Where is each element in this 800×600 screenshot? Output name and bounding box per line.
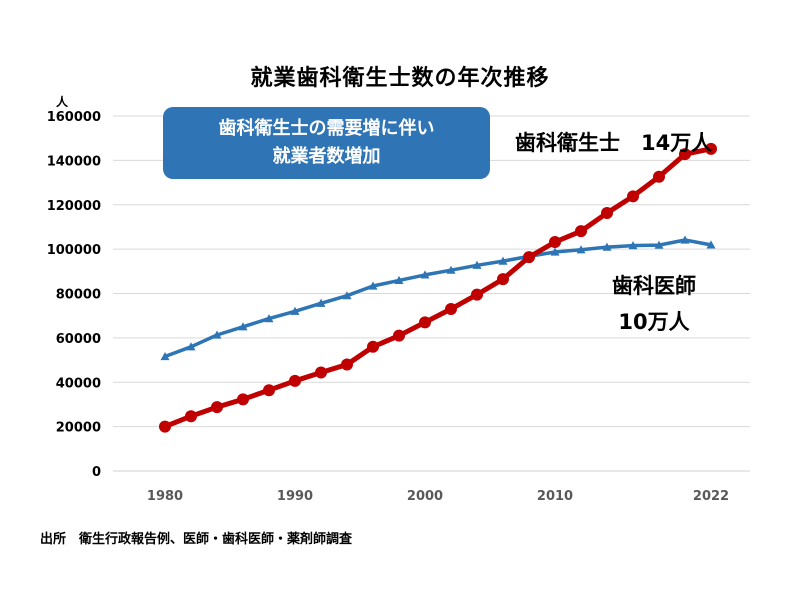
dentist-line <box>163 238 713 359</box>
dentist-point <box>238 322 248 331</box>
dentist-point <box>602 242 612 251</box>
y-tick-label: 100000 <box>47 243 101 258</box>
y-tick-label: 160000 <box>47 110 101 125</box>
x-tick-label: 1990 <box>277 489 313 504</box>
dentist-label-line-2: 10万人 <box>618 310 690 334</box>
callout-line-1: 歯科衛生士の需要増に伴い <box>218 118 435 139</box>
hygienist-point <box>497 273 509 286</box>
hygienist-point <box>367 340 379 353</box>
hygienist-point <box>237 393 249 406</box>
dentist-point <box>342 291 352 300</box>
dentist-point <box>550 247 560 256</box>
y-tick-label: 80000 <box>56 288 101 303</box>
chart-title: 就業歯科衛生士数の年次推移 <box>250 66 550 91</box>
hygienist-point <box>445 303 457 316</box>
dentist-point <box>654 240 664 249</box>
dentist-point <box>446 265 456 274</box>
hygienist-point <box>523 251 535 264</box>
dentist-point <box>576 245 586 254</box>
dentist-point <box>628 241 638 250</box>
series-lines <box>159 142 717 433</box>
dentist-point <box>212 330 222 339</box>
hygienist-point <box>679 148 691 161</box>
hygienist-point <box>627 190 639 203</box>
hygienist-point <box>419 316 431 329</box>
hygienist-point <box>601 206 613 219</box>
dentist-point <box>420 270 430 279</box>
y-tick-label: 140000 <box>47 154 101 169</box>
hygienist-point <box>393 329 405 342</box>
y-tick-label: 60000 <box>56 332 101 347</box>
hygienist-point <box>549 236 561 249</box>
hygienist-point <box>575 225 587 238</box>
hygienist-point <box>159 420 171 433</box>
dentist-label: 歯科医師 10万人 <box>612 268 696 340</box>
y-tick-label: 0 <box>92 465 101 480</box>
y-axis-ticks: 0 20000 40000 60000 80000 100000 120000 140000 1… <box>47 110 101 480</box>
dentist-point <box>472 260 482 269</box>
dentist-point <box>186 342 196 351</box>
callout-line-2: 就業者数増加 <box>272 146 381 167</box>
hygienist-point <box>341 358 353 371</box>
hygienist-point <box>315 366 327 379</box>
dentist-point <box>498 256 508 265</box>
dentist-point <box>680 235 690 244</box>
x-tick-label: 2000 <box>407 489 443 504</box>
dentist-point <box>290 306 300 315</box>
dentist-point <box>706 240 716 249</box>
y-tick-label: 120000 <box>47 199 101 214</box>
x-axis-ticks: 1980 1990 2000 2010 2022 <box>147 489 729 504</box>
dentist-point <box>316 298 326 307</box>
hygienist-point <box>471 288 483 301</box>
hygienist-point <box>185 410 197 423</box>
y-tick-label: 40000 <box>56 376 101 391</box>
y-axis-unit: 人 <box>56 95 69 109</box>
dentist-label-line-1: 歯科医師 <box>612 274 696 298</box>
x-tick-label: 2010 <box>537 489 573 504</box>
callout-box: 歯科衛生士の需要増に伴い 就業者数増加 <box>163 107 490 179</box>
hygienist-point <box>289 374 301 387</box>
dentist-point <box>160 352 170 361</box>
dentist-point <box>264 314 274 323</box>
hygienist-label: 歯科衛生士 14万人 <box>515 131 713 155</box>
dentist-point <box>368 281 378 290</box>
hygienist-point <box>653 170 665 183</box>
x-tick-label: 1980 <box>147 489 183 504</box>
y-tick-label: 20000 <box>56 421 101 436</box>
hygienist-point <box>211 401 223 414</box>
dentist-point <box>394 275 404 284</box>
x-tick-label: 2022 <box>693 489 729 504</box>
hygienist-point <box>705 142 717 155</box>
hygienist-point <box>263 384 275 397</box>
hygienist-line <box>162 146 714 430</box>
source-note: 出所 衛生行政報告例、医師・歯科医師・薬剤師調査 <box>40 532 353 547</box>
